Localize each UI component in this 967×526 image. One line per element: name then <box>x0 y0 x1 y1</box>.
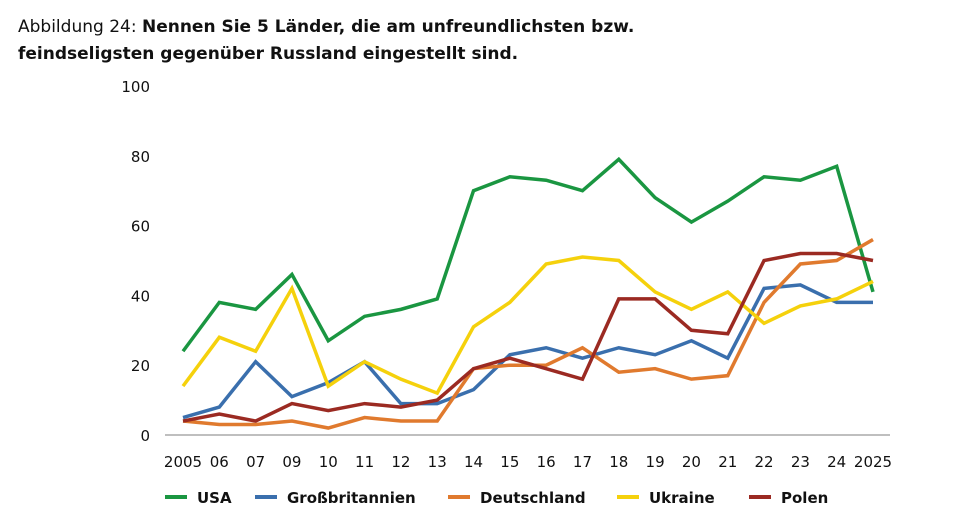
x-tick-label: 13 <box>428 453 447 471</box>
x-tick-label: 21 <box>718 453 737 471</box>
x-tick-label: 23 <box>791 453 810 471</box>
y-tick-label: 60 <box>131 218 150 236</box>
series-line-deutschland <box>182 238 874 430</box>
x-tick-label: 20 <box>682 453 701 471</box>
series-line-usa <box>181 156 875 353</box>
y-tick-label: 0 <box>140 427 150 445</box>
x-tick-label: 2025 <box>854 453 892 471</box>
legend-label: Deutschland <box>480 489 586 507</box>
x-tick-label: 11 <box>355 453 374 471</box>
legend-label: Polen <box>781 489 828 507</box>
y-tick-label: 40 <box>131 287 150 305</box>
title-text: Nennen Sie 5 Länder, die am unfreundlich… <box>18 17 635 64</box>
legend-label: Ukraine <box>649 489 715 507</box>
x-tick-label: 10 <box>319 453 338 471</box>
x-tick-label: 14 <box>464 453 483 471</box>
x-tick-label: 15 <box>500 453 519 471</box>
x-tick-label: 24 <box>827 453 846 471</box>
x-tick-label: 16 <box>537 453 556 471</box>
y-tick-label: 100 <box>121 78 150 96</box>
x-tick-label: 19 <box>646 453 665 471</box>
x-tick-label: 22 <box>755 453 774 471</box>
x-tick-label: 09 <box>282 453 301 471</box>
legend-label: USA <box>197 489 232 507</box>
y-tick-label: 80 <box>131 148 150 166</box>
x-tick-label: 12 <box>391 453 410 471</box>
x-tick-label: 2005 <box>164 453 202 471</box>
x-tick-label: 18 <box>609 453 628 471</box>
x-tick-label: 07 <box>246 453 265 471</box>
x-tick-label: 06 <box>210 453 229 471</box>
x-tick-label: 17 <box>573 453 592 471</box>
y-tick-label: 20 <box>131 357 150 375</box>
series-line-ukraine <box>181 255 874 396</box>
series-line-großbritannien <box>182 283 873 420</box>
chart-title: Abbildung 24: Nennen Sie 5 Länder, die a… <box>18 14 658 68</box>
series-line-polen <box>182 251 874 423</box>
title-prefix: Abbildung 24: <box>18 17 137 37</box>
legend-label: Großbritannien <box>287 489 416 507</box>
